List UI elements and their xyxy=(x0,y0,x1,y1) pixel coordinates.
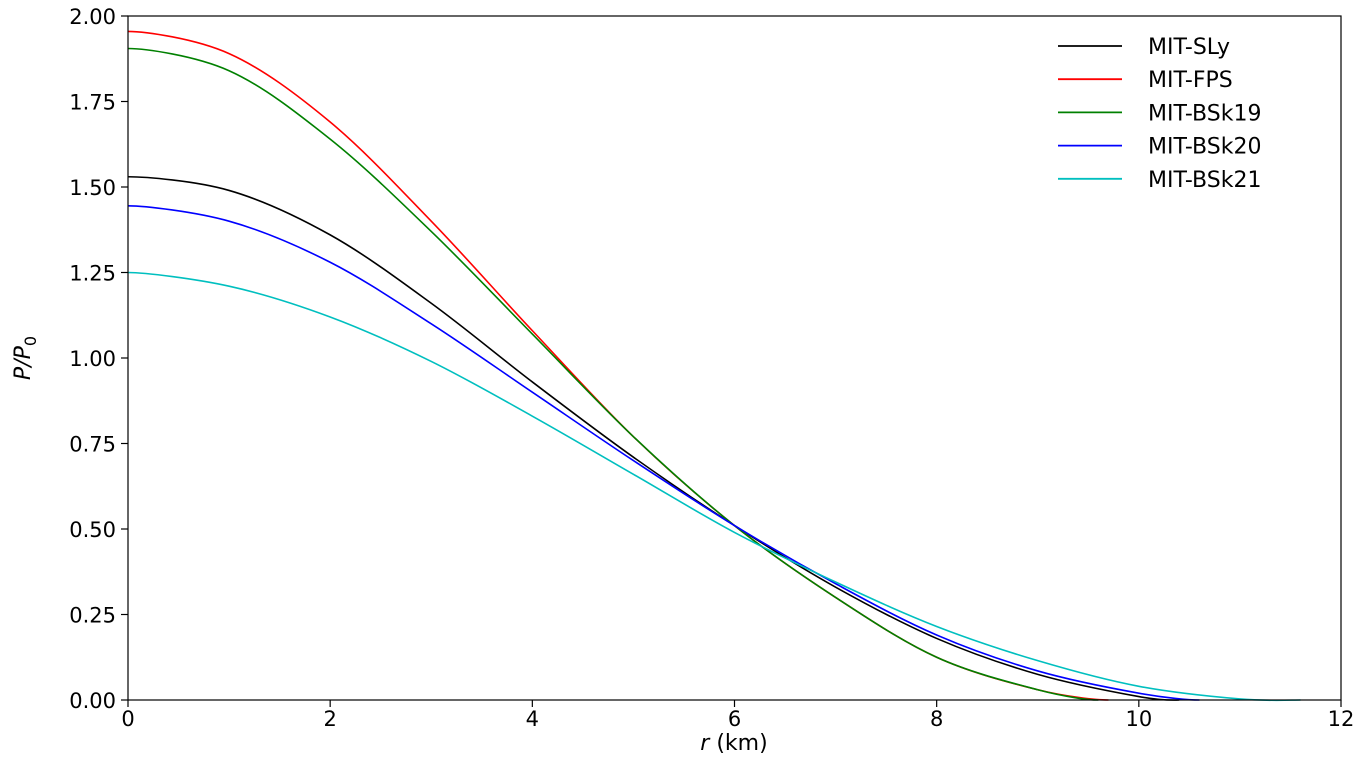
series-line-mit-bsk20 xyxy=(127,205,1200,701)
y-tick-label: 1.25 xyxy=(69,262,116,286)
y-axis-label-sub: 0 xyxy=(21,336,40,346)
y-tick-label: 0.50 xyxy=(69,518,116,542)
legend-label: MIT-BSk21 xyxy=(1148,168,1261,193)
y-axis-label: P/P0 xyxy=(11,336,40,380)
legend-item: MIT-FPS xyxy=(1058,68,1233,93)
x-axis: 0 2 4 6 8 10 12 xyxy=(121,700,1354,731)
legend-label: MIT-SLy xyxy=(1148,35,1230,60)
y-tick-label: 2.00 xyxy=(69,5,116,29)
x-tick-label: 6 xyxy=(728,707,741,731)
y-tick-label: 1.00 xyxy=(69,347,116,371)
y-tick-label: 1.75 xyxy=(69,91,116,115)
y-tick-label: 0.25 xyxy=(69,604,116,628)
x-axis-label: r (km) xyxy=(700,731,767,756)
series-line-mit-bsk19 xyxy=(127,47,1099,701)
series-line-mit-sly xyxy=(127,175,1180,701)
x-tick-label: 2 xyxy=(323,707,336,731)
legend-item: MIT-SLy xyxy=(1058,35,1230,60)
x-axis-label-var: r xyxy=(700,731,711,756)
legend-item: MIT-BSk20 xyxy=(1058,135,1261,160)
y-tick-label: 1.50 xyxy=(69,176,116,200)
legend-item: MIT-BSk19 xyxy=(1058,101,1261,126)
series-line-mit-bsk21 xyxy=(127,271,1301,702)
x-tick-label: 12 xyxy=(1328,707,1355,731)
legend: MIT-SLy MIT-FPS MIT-BSk19 MIT-BSk20 MIT-BSk2… xyxy=(1058,35,1261,193)
legend-label: MIT-BSk19 xyxy=(1148,101,1261,126)
x-tick-label: 10 xyxy=(1125,707,1152,731)
y-axis: 0.00 0.25 0.50 0.75 1.00 1.25 1.50 1.75 2.00 xyxy=(69,5,128,713)
series-lines xyxy=(127,30,1301,702)
legend-label: MIT-BSk20 xyxy=(1148,135,1261,160)
y-axis-label-main: P/P xyxy=(11,345,36,380)
x-axis-label-unit: (km) xyxy=(709,731,767,756)
legend-label: MIT-FPS xyxy=(1148,68,1233,93)
x-tick-label: 4 xyxy=(526,707,539,731)
y-tick-label: 0.75 xyxy=(69,433,116,457)
legend-item: MIT-BSk21 xyxy=(1058,168,1261,193)
y-tick-label: 0.00 xyxy=(69,689,116,713)
x-tick-label: 0 xyxy=(121,707,134,731)
series-line-mit-fps xyxy=(127,30,1109,701)
x-tick-label: 8 xyxy=(930,707,943,731)
